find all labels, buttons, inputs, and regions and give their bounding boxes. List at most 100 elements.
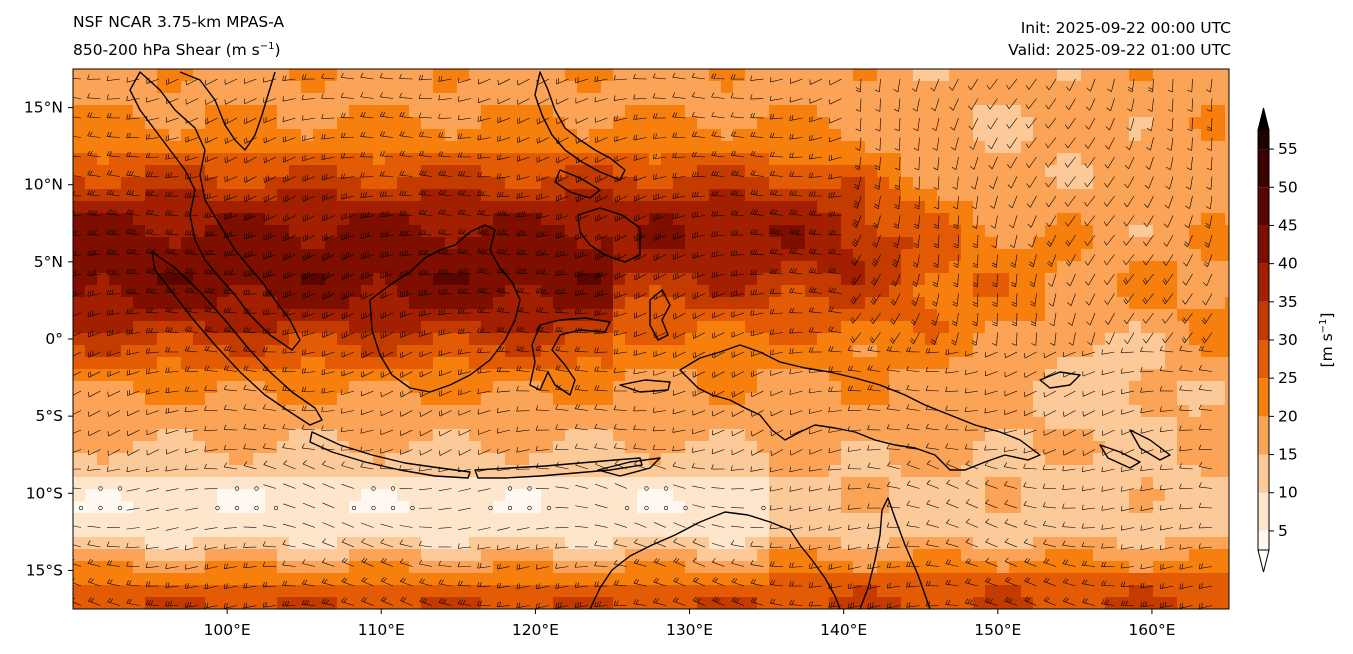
shear-cell [1213, 585, 1226, 598]
wind-barb [936, 137, 940, 151]
shear-cell [553, 489, 566, 502]
shear-cell [901, 321, 914, 334]
shear-cell [265, 537, 278, 550]
shear-cell [589, 285, 602, 298]
shear-cell [337, 573, 350, 586]
shear-cell [1033, 537, 1046, 550]
barb-flag [106, 113, 110, 118]
shear-cell [601, 285, 614, 298]
shear-cell [865, 393, 878, 406]
wind-barb [264, 137, 277, 144]
shear-cell [229, 321, 242, 334]
shear-cell [1045, 357, 1058, 370]
shear-cell [709, 345, 722, 358]
wind-barb [750, 78, 764, 81]
shear-cell [277, 189, 290, 202]
shear-cell [145, 165, 158, 178]
shear-cell [181, 513, 194, 526]
shear-cell [253, 513, 266, 526]
shear-cell [529, 213, 542, 226]
shear-cell [961, 153, 974, 166]
shear-cell [505, 405, 518, 418]
shear-cell [757, 561, 770, 574]
shear-cell [469, 597, 482, 609]
shear-cell [625, 309, 638, 322]
shear-cell [217, 189, 230, 202]
shear-cell [181, 549, 194, 562]
shear-cell [685, 153, 698, 166]
shear-cell [733, 537, 746, 550]
shear-cell [1213, 201, 1226, 214]
shear-cell [481, 93, 494, 106]
shear-cell [1021, 69, 1034, 82]
shear-cell [505, 525, 518, 538]
shear-cell [1165, 477, 1178, 490]
shear-cell [109, 549, 122, 562]
shear-cell [1117, 597, 1130, 609]
shear-cell [301, 237, 314, 250]
barb-flag [379, 111, 383, 117]
shear-cell [1213, 429, 1226, 442]
shear-cell [1081, 213, 1094, 226]
wind-barb [711, 96, 725, 99]
shear-cell [493, 237, 506, 250]
shear-cell [697, 81, 710, 94]
shear-cell [529, 93, 542, 106]
shear-cell [1057, 189, 1070, 202]
shear-cell [433, 501, 446, 514]
wind-barbs [73, 72, 1213, 609]
shear-cell [289, 525, 302, 538]
shear-cell [373, 213, 386, 226]
shear-cell [1225, 333, 1229, 346]
shear-cell [265, 573, 278, 586]
shear-cell [853, 525, 866, 538]
shear-cell [1153, 261, 1166, 274]
shear-cell [1201, 261, 1214, 274]
shear-cell [1045, 345, 1058, 358]
shear-cell [925, 285, 938, 298]
shear-cell [841, 165, 854, 178]
shear-cell [241, 549, 254, 562]
shear-cell [229, 105, 242, 118]
shear-cell [1165, 321, 1178, 334]
shear-cell [937, 393, 950, 406]
shear-cell [745, 153, 758, 166]
barb-flag [321, 73, 324, 79]
wind-barb [517, 137, 530, 143]
shear-cell [829, 117, 842, 130]
shear-cell [109, 201, 122, 214]
shear-cell [805, 429, 818, 442]
shear-cell [1177, 501, 1190, 514]
shear-cell [1213, 165, 1226, 178]
shear-cell [985, 225, 998, 238]
shear-cell [1117, 549, 1130, 562]
shear-cell [1177, 333, 1190, 346]
shear-cell [433, 273, 446, 286]
shear-cell [553, 549, 566, 562]
wind-barb [497, 117, 511, 123]
wind-barb [633, 98, 647, 100]
shear-cell [1153, 189, 1166, 202]
shear-cell [133, 465, 146, 478]
shear-cell [841, 273, 854, 286]
shear-cell [709, 429, 722, 442]
shear-cell [313, 357, 326, 370]
shear-cell [481, 249, 494, 262]
shear-cell [1213, 369, 1226, 382]
shear-cell [793, 573, 806, 586]
shear-cell [901, 129, 914, 142]
shear-cell [733, 345, 746, 358]
shear-cell [1105, 573, 1118, 586]
shear-cell [325, 381, 338, 394]
barb-flag [948, 86, 953, 91]
shear-cell [961, 69, 974, 82]
shear-cell [961, 285, 974, 298]
shear-cell [1057, 489, 1070, 502]
shear-cell [817, 537, 830, 550]
wind-barb [1210, 78, 1213, 92]
shear-cell [541, 525, 554, 538]
shear-cell [553, 93, 566, 106]
shear-cell [373, 189, 386, 202]
shear-cell [673, 489, 686, 502]
shear-cell [721, 429, 734, 442]
